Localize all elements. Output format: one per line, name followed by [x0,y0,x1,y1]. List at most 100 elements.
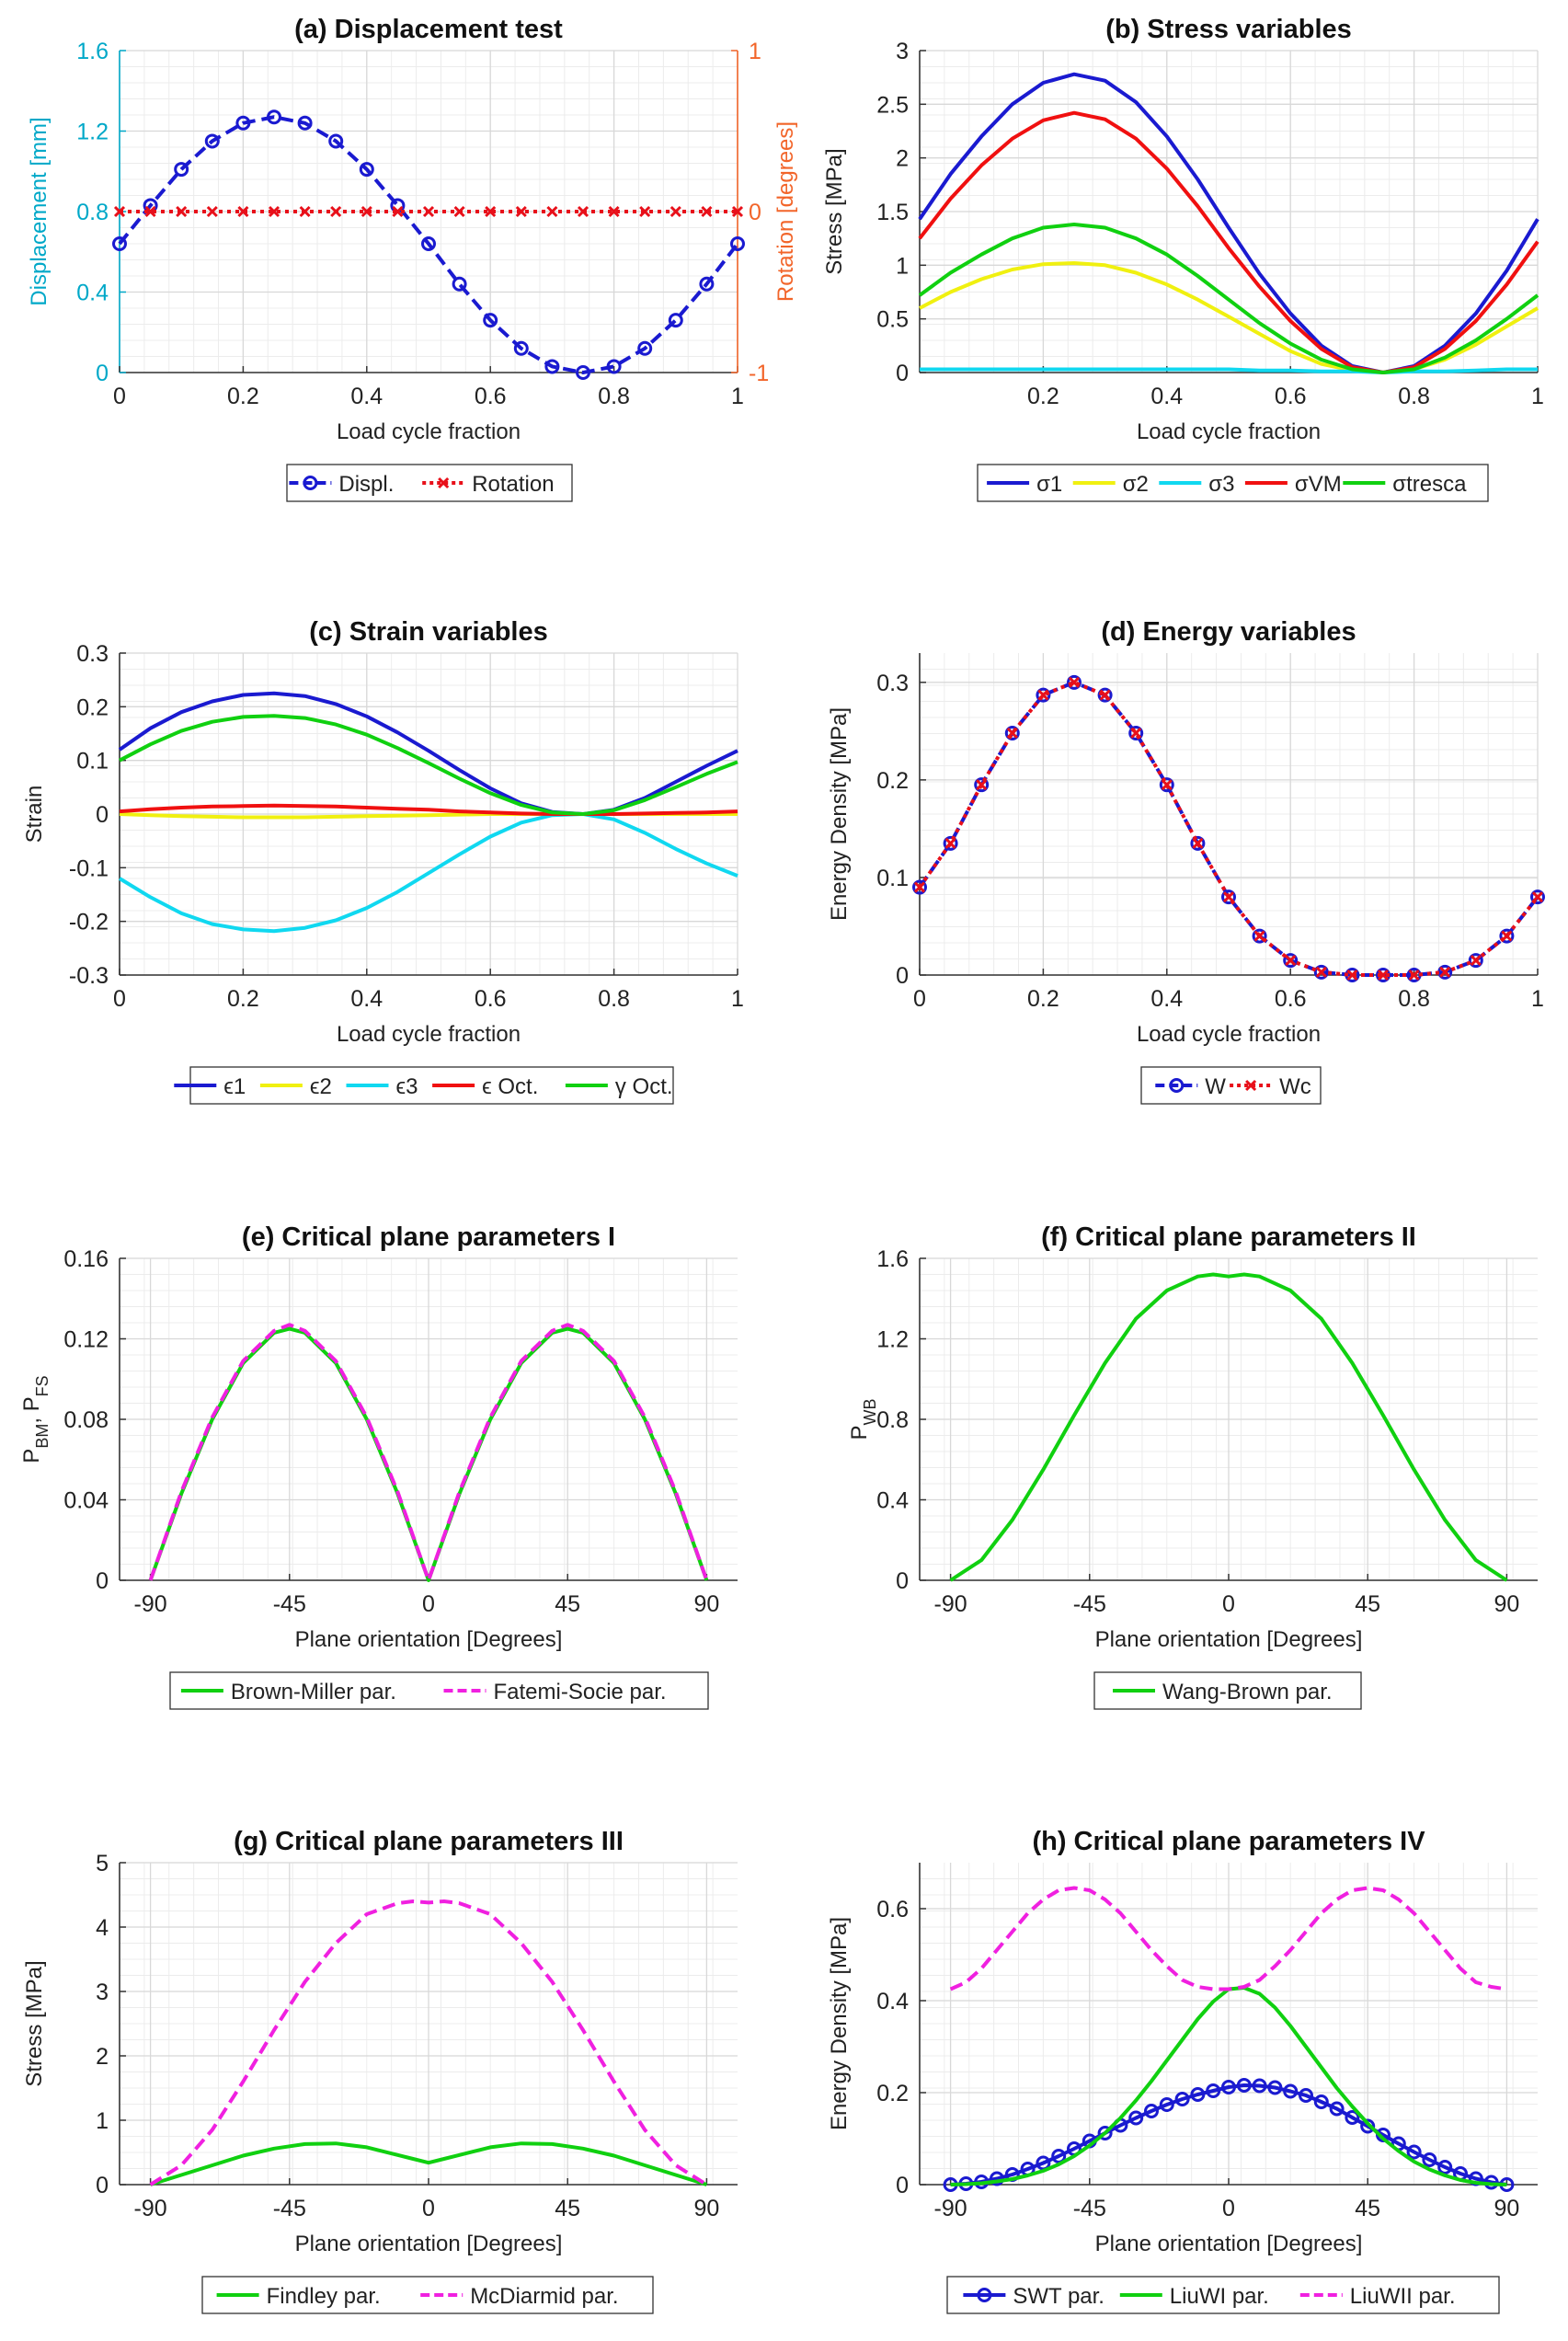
x-tick-label: -90 [934,1591,967,1617]
legend-label: ϵ Oct. [482,1074,538,1099]
data-point-displ [235,115,251,131]
data-point-rotation-b [701,205,713,218]
data-point-rotation [299,205,311,218]
y-tick-label: 4 [96,1915,109,1941]
legend-item-oct: ϵ Oct. [432,1074,538,1099]
minor-grid [120,1863,738,2185]
data-point-w [1530,889,1545,905]
data-point-wc [1222,891,1235,903]
data-point-wc-b [944,837,956,849]
x-axis-label: Plane orientation [Degrees] [295,1627,563,1652]
data-point-w [943,835,958,851]
legend-marker [438,476,450,489]
data-point-wc [1285,955,1297,967]
data-point-displ [421,236,436,251]
x-tick-label: 0.6 [1275,384,1307,409]
series-liuwii-par [949,1886,1507,1991]
y-axis-label: Stress [MPa] [822,148,847,274]
data-point-swt-par [1128,2110,1144,2126]
data-point-displ [576,365,590,380]
data-point-swt-par [1190,2087,1206,2102]
data-point-wc-b [1531,891,1544,903]
data-point-rotation-b [299,205,311,218]
y-tick-label: -0.1 [69,855,109,881]
data-point-rotation [608,205,620,218]
minor-grid [920,653,1538,975]
y-axis-label-part: P [847,1425,872,1440]
legend-item-vm: σVM [1244,472,1342,497]
data-point-wc [1439,966,1451,978]
x-tick-label: 1 [731,986,744,1012]
data-point-swt-par [1206,2083,1221,2098]
legend-item-mcdiarmid-par: McDiarmid par. [420,2284,619,2309]
y-tick-label: 1.6 [876,1246,909,1272]
legend-item-wang-brown-par: Wang-Brown par. [1113,1680,1333,1704]
legend-item-findley-par: Findley par. [216,2284,381,2309]
data-point-wc [1099,689,1111,701]
y-tick-label: 1.5 [876,200,909,225]
y-tick-label: 0.12 [63,1327,109,1353]
data-point-wc [1253,930,1265,942]
legend-label: Rotation [472,472,554,497]
data-point-wc-b [1470,955,1482,967]
x-tick-label: 0.2 [227,384,259,409]
y-tick-label: 5 [96,1851,109,1876]
data-point-rotation-b [237,205,249,218]
legend: ϵ1 ϵ2 ϵ3 ϵ Oct. γ Oct. [174,1066,674,1105]
x-tick-label: 1 [1531,986,1544,1012]
y-tick-label: 0.4 [876,1488,909,1514]
data-point-displ [730,236,745,251]
data-point-displ [606,359,622,374]
data-point-wc [1068,676,1081,688]
legend-label: Displ. [338,472,394,497]
data-point-rotation [237,205,249,218]
x-tick-label: -90 [134,2196,167,2221]
legend-label: McDiarmid par. [470,2284,618,2309]
legend-label: Fatemi-Socie par. [494,1680,667,1704]
x-tick-label: -90 [134,1591,167,1617]
legend: SWT par. LiuWI par. LiuWII par. [946,2276,1500,2314]
y-tick-label: 0.08 [63,1407,109,1433]
legend-label: ϵ3 [396,1074,418,1099]
data-point-wc [1377,969,1390,981]
series-line-oct [119,803,738,816]
data-point-rotation [176,205,188,218]
legend-item-oct: γ Oct. [565,1074,673,1099]
y-tick-label: 0.5 [876,307,909,333]
x-tick-label: 0 [113,986,126,1012]
x-tick-label: 0.4 [350,384,383,409]
data-point-swt-par [1283,2083,1299,2099]
data-point-swt-par [990,2171,1004,2186]
data-point-wc-b [1253,930,1265,942]
x-tick-label: -90 [934,2196,967,2221]
y-tick-label: 0.8 [876,1407,909,1433]
chart-title: (h) Critical plane parameters IV [1032,1827,1425,1856]
y-tick-label: 0 [96,2173,109,2198]
data-point-wc [913,881,926,893]
data-point-rotation [422,205,435,218]
data-point-swt-par [1221,2080,1236,2094]
data-point-wc [1315,966,1327,978]
legend-marker [1245,1079,1257,1092]
data-point-displ [359,162,374,178]
y-axis-right-label: Rotation [degrees] [773,121,798,302]
chart-title: (f) Critical plane parameters II [1041,1222,1416,1252]
data-point-wc-b [1285,955,1297,967]
y-tick-label: 0.2 [76,694,109,720]
x-tick-label: -45 [1073,2196,1106,2221]
data-point-rotation [639,205,651,218]
data-point-swt-par [1144,2104,1159,2118]
data-point-wc-b [1315,966,1327,978]
legend: Wang-Brown par. [1093,1671,1362,1710]
legend: σ1 σ2 σ3 σVM σtresca [977,464,1489,502]
legend-label: Wang-Brown par. [1162,1680,1333,1704]
series-1 [918,72,1539,374]
data-point-rotation-b [206,205,218,218]
data-point-w [912,879,927,895]
data-point-wc [1161,779,1173,791]
y-tick-label: 0.2 [876,768,909,794]
data-point-wc [944,837,956,849]
data-point-rotation [392,205,404,218]
data-point-w [1313,964,1329,980]
series-3 [920,367,1538,374]
